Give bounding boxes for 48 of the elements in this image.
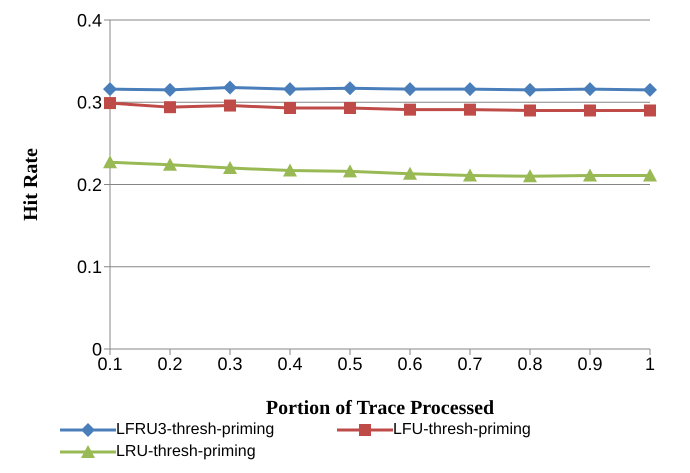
x-tick-label: 0.7 xyxy=(457,354,483,374)
point xyxy=(583,168,597,182)
x-axis-title: Portion of Trace Processed xyxy=(266,397,494,419)
point xyxy=(583,82,597,96)
point xyxy=(584,104,596,116)
y-axis-title: Hit Rate xyxy=(20,148,42,221)
point xyxy=(463,168,477,182)
point xyxy=(523,169,537,182)
x-tick-label: 0.5 xyxy=(337,354,363,374)
y-tick-label: 0.4 xyxy=(76,10,102,30)
point xyxy=(404,104,416,116)
x-tick-label: 0.2 xyxy=(157,354,183,374)
point xyxy=(104,97,116,110)
point xyxy=(343,164,357,178)
point xyxy=(103,82,117,96)
x-tick-label: 0.9 xyxy=(577,354,603,374)
point xyxy=(644,104,656,116)
legend-label: LFU-thresh-priming xyxy=(393,421,531,439)
legend-label: LFRU3-thresh-priming xyxy=(116,421,274,439)
point xyxy=(523,82,537,97)
legend-label: LRU-thresh-priming xyxy=(116,443,256,461)
point xyxy=(163,82,177,97)
x-tick-label: 0.8 xyxy=(517,354,543,374)
point xyxy=(463,82,477,96)
point xyxy=(224,100,236,112)
point xyxy=(284,102,296,114)
y-tick-label: 0.3 xyxy=(76,92,102,113)
point xyxy=(223,80,237,94)
point xyxy=(403,166,417,180)
point xyxy=(163,158,177,171)
point xyxy=(164,101,176,114)
point xyxy=(223,161,237,174)
point xyxy=(464,104,476,116)
point xyxy=(403,82,417,96)
point xyxy=(283,82,297,96)
point xyxy=(344,102,356,114)
point xyxy=(283,164,297,177)
point xyxy=(643,168,657,182)
point xyxy=(343,81,357,96)
y-tick-label: 0.2 xyxy=(76,174,102,195)
x-tick-label: 0.6 xyxy=(397,354,423,374)
point xyxy=(103,155,117,168)
y-tick-label: 0.1 xyxy=(76,257,102,278)
point xyxy=(524,104,536,116)
x-tick-label: 1 xyxy=(644,354,656,374)
point xyxy=(643,82,657,97)
x-tick-label: 0.3 xyxy=(217,354,243,374)
x-tick-label: 0.4 xyxy=(277,354,303,374)
